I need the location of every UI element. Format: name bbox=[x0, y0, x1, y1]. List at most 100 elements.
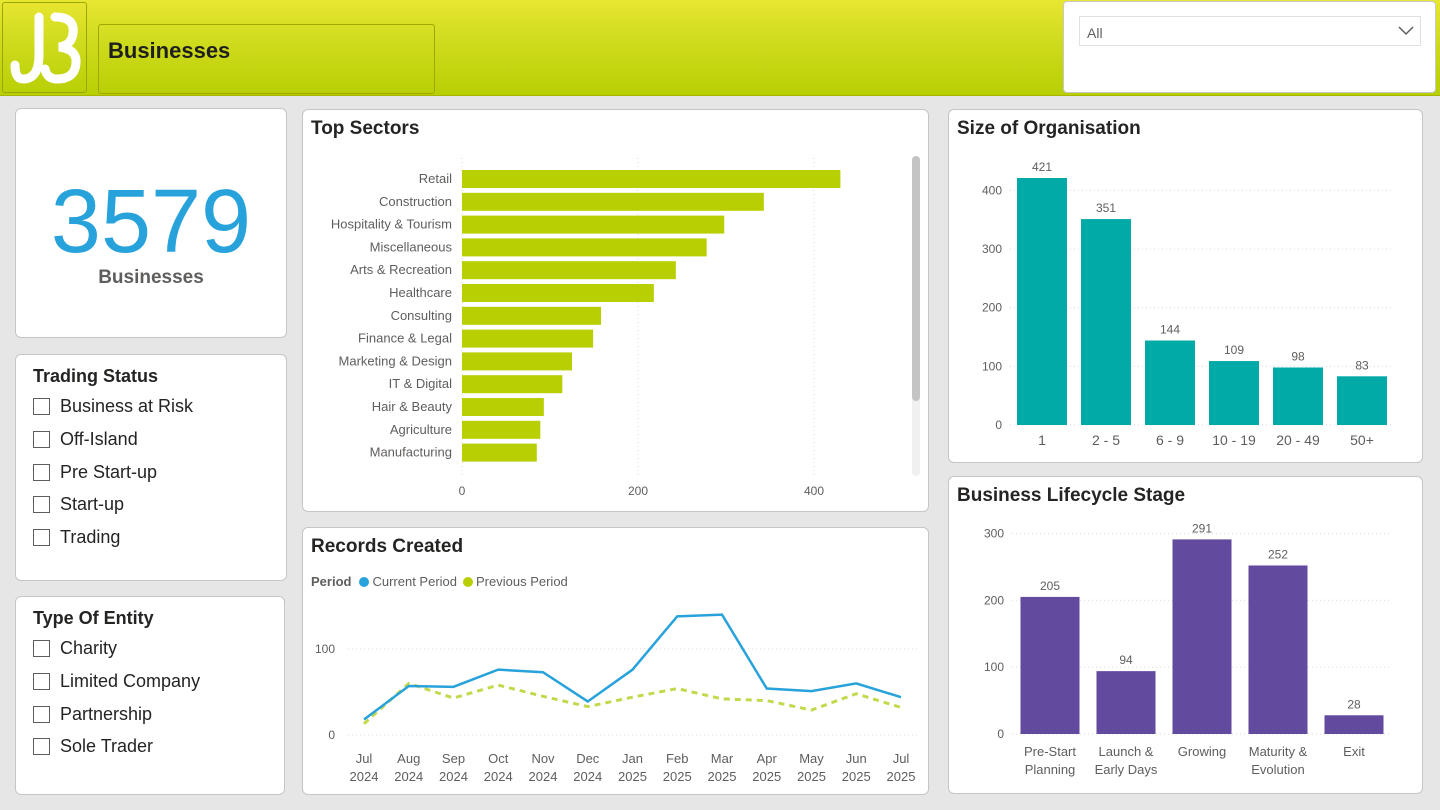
bar bbox=[462, 192, 764, 211]
bar bbox=[462, 375, 563, 394]
size-of-organisation-chart: 0 100 200 300 400 421 1 351 2 - 5 144 6 - 9 109 10 -… bbox=[982, 160, 1394, 448]
size-of-organisation-card: Size of Organisation 0 100 200 300 400 421 1 35… bbox=[948, 109, 1423, 463]
bar bbox=[462, 398, 544, 416]
x-tick-label: 2025 bbox=[797, 769, 826, 784]
scrollbar-track[interactable] bbox=[912, 156, 920, 476]
bar bbox=[1020, 596, 1080, 734]
top-sectors-chart: 0 200 400 Retail Construction Hospitality & T… bbox=[331, 158, 841, 498]
x-tick-label: 2025 bbox=[618, 769, 647, 784]
kpi-label: Businesses bbox=[98, 267, 204, 288]
category-label: Hair & Beauty bbox=[372, 399, 453, 414]
checkbox-option[interactable]: Sole Trader bbox=[33, 734, 153, 758]
top-sectors-card: Top Sectors 0 200 400 Retail Construction Hos… bbox=[302, 109, 929, 512]
checkbox-label: Partnership bbox=[60, 703, 153, 724]
bar bbox=[1324, 715, 1384, 734]
x-tick-label: 10 - 19 bbox=[1212, 432, 1256, 448]
kpi-value: 3579 bbox=[50, 172, 252, 272]
x-tick-label: Pre-Start bbox=[1024, 744, 1076, 759]
x-tick-label: 2025 bbox=[663, 769, 692, 784]
x-tick-label: Jan bbox=[622, 751, 643, 766]
checkbox-option[interactable]: Business at Risk bbox=[33, 394, 193, 418]
entity-type-slicer: Type Of Entity Charity Limited Company P… bbox=[15, 596, 285, 795]
data-label: 109 bbox=[1224, 343, 1244, 357]
legend-item-current[interactable]: Current Period bbox=[359, 574, 457, 589]
checkbox-label: Sole Trader bbox=[60, 735, 154, 756]
x-tick-label: Apr bbox=[757, 751, 778, 766]
checkbox-label: Start-up bbox=[60, 493, 125, 514]
y-tick-label: 0 bbox=[995, 418, 1002, 432]
y-tick-label: 0 bbox=[997, 727, 1004, 741]
y-tick-label: 100 bbox=[982, 359, 1002, 373]
x-tick-label: 2025 bbox=[708, 769, 737, 784]
x-tick-label: 20 - 49 bbox=[1276, 432, 1320, 448]
checkbox[interactable] bbox=[33, 639, 50, 657]
checkbox[interactable] bbox=[33, 463, 50, 481]
lifecycle-stage-card: Business Lifecycle Stage 0 100 200 300 205 Pr… bbox=[948, 476, 1423, 794]
bar bbox=[462, 443, 537, 462]
page-title: Businesses bbox=[108, 38, 231, 63]
checkbox-option[interactable]: Trading bbox=[33, 525, 120, 549]
checkbox[interactable] bbox=[33, 705, 50, 723]
bar bbox=[462, 238, 707, 257]
checkbox-label: Limited Company bbox=[60, 670, 201, 691]
checkbox[interactable] bbox=[33, 737, 50, 755]
checkbox-option[interactable]: Start-up bbox=[33, 492, 124, 516]
checkbox-label: Charity bbox=[60, 637, 118, 658]
x-tick-label: 2024 bbox=[394, 769, 423, 784]
legend-title: Period bbox=[311, 574, 352, 589]
bar bbox=[1248, 565, 1308, 734]
category-label: Agriculture bbox=[390, 422, 452, 437]
bar bbox=[1145, 340, 1195, 425]
x-tick-label: 2025 bbox=[752, 769, 781, 784]
x-tick-label: 2024 bbox=[439, 769, 468, 784]
y-tick-label: 100 bbox=[315, 642, 335, 656]
category-label: IT & Digital bbox=[389, 376, 452, 391]
checkbox-option[interactable]: Limited Company bbox=[33, 669, 200, 693]
checkbox-option[interactable]: Partnership bbox=[33, 702, 152, 726]
checkbox[interactable] bbox=[33, 495, 50, 513]
x-tick-label: 200 bbox=[628, 484, 648, 498]
x-tick-label: 2024 bbox=[573, 769, 602, 784]
x-tick-label: 50+ bbox=[1350, 432, 1374, 448]
data-label: 144 bbox=[1160, 323, 1180, 337]
previous-period-line bbox=[362, 681, 902, 725]
checkbox[interactable] bbox=[33, 528, 50, 546]
checkbox-option[interactable]: Pre Start-up bbox=[33, 460, 157, 484]
y-tick-label: 300 bbox=[984, 526, 1004, 540]
legend-item-previous[interactable]: Previous Period bbox=[463, 574, 568, 589]
x-tick-label: 2025 bbox=[887, 769, 916, 784]
bar bbox=[1017, 178, 1067, 425]
data-label: 28 bbox=[1347, 697, 1361, 711]
checkbox[interactable] bbox=[33, 672, 50, 690]
x-tick-label: 2024 bbox=[350, 769, 379, 784]
x-tick-label: Jul bbox=[893, 751, 910, 766]
bar bbox=[1096, 671, 1156, 734]
chart-title: Top Sectors bbox=[311, 118, 420, 139]
x-tick-label: Feb bbox=[666, 751, 688, 766]
checkbox-label: Trading bbox=[60, 526, 121, 547]
chart-title: Records Created bbox=[311, 536, 464, 557]
bar bbox=[462, 261, 676, 280]
category-label: Retail bbox=[419, 171, 452, 186]
data-label: 94 bbox=[1119, 653, 1133, 667]
bar bbox=[1209, 361, 1259, 425]
checkbox[interactable] bbox=[33, 430, 50, 448]
x-tick-label: May bbox=[799, 751, 824, 766]
filter-dropdown[interactable]: All bbox=[1079, 16, 1421, 46]
y-tick-label: 200 bbox=[982, 301, 1002, 315]
entity-type-title: Type Of Entity bbox=[33, 608, 154, 628]
category-label: Arts & Recreation bbox=[350, 262, 452, 277]
bar bbox=[462, 306, 602, 325]
x-tick-label: Exit bbox=[1343, 744, 1365, 759]
x-tick-label: Dec bbox=[576, 751, 600, 766]
trading-status-slicer: Trading Status Business at Risk Off-Isla… bbox=[15, 354, 287, 581]
scrollbar-thumb[interactable] bbox=[912, 156, 920, 401]
kpi-card: 3579 Businesses bbox=[15, 108, 287, 338]
x-tick-label: Launch & bbox=[1099, 744, 1154, 759]
checkbox-option[interactable]: Off-Island bbox=[33, 427, 138, 451]
y-tick-label: 400 bbox=[982, 183, 1002, 197]
checkbox[interactable] bbox=[33, 397, 50, 415]
checkbox-option[interactable]: Charity bbox=[33, 636, 117, 660]
legend-label: Current Period bbox=[372, 574, 458, 589]
category-label: Hospitality & Tourism bbox=[331, 217, 452, 232]
